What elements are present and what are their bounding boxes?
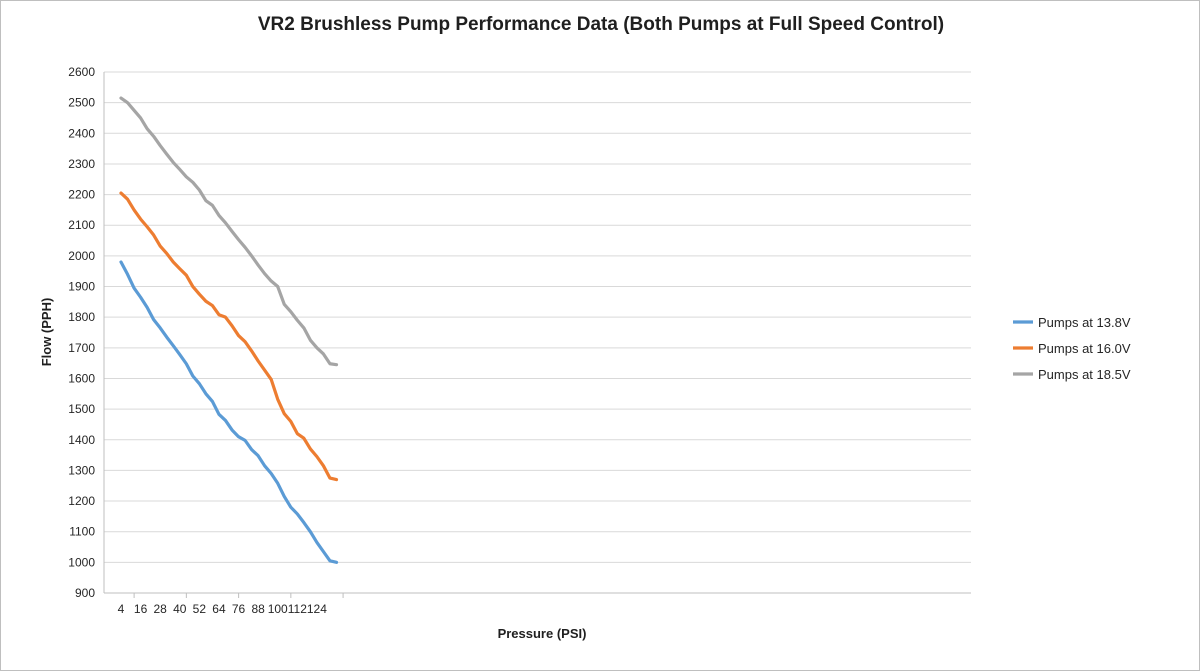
y-tick-label-1200: 1200 (68, 494, 95, 508)
x-tick-label-64: 64 (212, 602, 226, 616)
x-axis-title: Pressure (PSI) (498, 626, 587, 641)
gridlines (104, 71, 971, 563)
y-tick-label-1600: 1600 (68, 371, 95, 385)
y-tick-label-1800: 1800 (68, 310, 95, 324)
y-tick-label-2400: 2400 (68, 126, 95, 140)
axes (103, 72, 971, 598)
y-tick-label-1700: 1700 (68, 341, 95, 355)
x-tick-label-28: 28 (154, 602, 168, 616)
y-tick-label-2500: 2500 (68, 96, 95, 110)
y-tick-label-2200: 2200 (68, 188, 95, 202)
y-tick-label-1300: 1300 (68, 463, 95, 477)
y-tick-label-2600: 2600 (68, 65, 95, 79)
y-axis-title: Flow (PPH) (39, 298, 54, 367)
y-tick-label-2100: 2100 (68, 218, 95, 232)
x-tick-label-52: 52 (193, 602, 207, 616)
y-tick-label-1000: 1000 (68, 555, 95, 569)
series-line-1 (119, 260, 339, 564)
y-tick-label-2000: 2000 (68, 249, 95, 263)
y-tick-label-1900: 1900 (68, 280, 95, 294)
chart-title: VR2 Brushless Pump Performance Data (Bot… (258, 14, 944, 35)
series-lines (119, 96, 339, 564)
x-tick-label-100: 100 (268, 602, 288, 616)
y-tick-label-900: 900 (75, 586, 95, 600)
y-tick-label-1400: 1400 (68, 433, 95, 447)
legend-label-3: Pumps at 18.5V (1038, 367, 1131, 382)
x-tick-label-76: 76 (232, 602, 246, 616)
x-tick-labels: 4 16 28 40 52 64 76 88 100 112 124 (118, 602, 328, 616)
x-tick-label-124: 124 (307, 602, 327, 616)
series-line-3 (119, 96, 339, 367)
x-tick-label-16: 16 (134, 602, 148, 616)
x-tick-label-112: 112 (288, 602, 307, 616)
series-line-2 (119, 191, 339, 482)
y-tick-label-2300: 2300 (68, 157, 95, 171)
x-tick-label-4: 4 (118, 602, 125, 616)
y-tick-label-1500: 1500 (68, 402, 95, 416)
y-tick-labels: 900 1000 1100 1200 1300 1400 1500 1600 1700 1800 1… (68, 65, 95, 600)
x-tick-label-88: 88 (251, 602, 265, 616)
x-tick-label-40: 40 (173, 602, 187, 616)
legend: Pumps at 13.8V Pumps at 16.0V Pumps at 18.… (1013, 315, 1131, 382)
y-tick-label-1100: 1100 (69, 525, 95, 539)
legend-label-1: Pumps at 13.8V (1038, 315, 1131, 330)
legend-label-2: Pumps at 16.0V (1038, 341, 1131, 356)
